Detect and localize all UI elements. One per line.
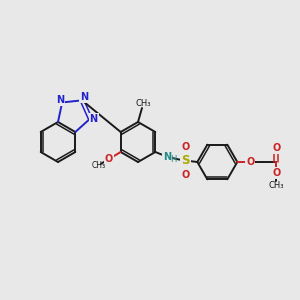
Text: O: O [181, 142, 189, 152]
Text: O: O [272, 143, 281, 153]
Text: N: N [163, 152, 171, 162]
Text: O: O [246, 157, 254, 167]
Text: O: O [272, 168, 281, 178]
Text: S: S [181, 154, 190, 167]
Text: CH₃: CH₃ [91, 161, 105, 170]
Text: CH₃: CH₃ [135, 98, 151, 107]
Text: N: N [89, 114, 98, 124]
Text: CH₃: CH₃ [268, 182, 284, 190]
Text: N: N [56, 95, 64, 105]
Text: N: N [80, 92, 88, 102]
Text: O: O [181, 170, 189, 180]
Text: H: H [169, 155, 176, 164]
Text: O: O [104, 154, 113, 164]
